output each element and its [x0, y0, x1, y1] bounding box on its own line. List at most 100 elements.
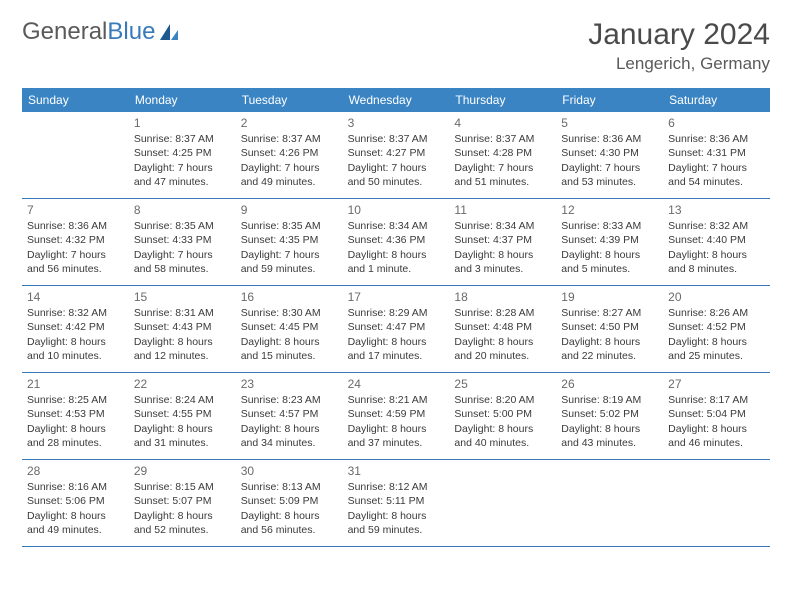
daylight-text: Daylight: 8 hours [134, 335, 231, 349]
daylight-text: and 47 minutes. [134, 175, 231, 189]
day-number: 5 [561, 115, 658, 131]
day-cell: 31Sunrise: 8:12 AMSunset: 5:11 PMDayligh… [343, 460, 450, 546]
day-number: 1 [134, 115, 231, 131]
day-cell [556, 460, 663, 546]
daylight-text: and 56 minutes. [27, 262, 124, 276]
day-header: Monday [129, 88, 236, 112]
sunrise-text: Sunrise: 8:32 AM [27, 306, 124, 320]
sunrise-text: Sunrise: 8:20 AM [454, 393, 551, 407]
daylight-text: Daylight: 7 hours [668, 161, 765, 175]
daylight-text: Daylight: 8 hours [454, 248, 551, 262]
daylight-text: Daylight: 8 hours [668, 248, 765, 262]
sunset-text: Sunset: 4:32 PM [27, 233, 124, 247]
sunset-text: Sunset: 4:31 PM [668, 146, 765, 160]
sunrise-text: Sunrise: 8:35 AM [241, 219, 338, 233]
daylight-text: and 28 minutes. [27, 436, 124, 450]
day-cell: 14Sunrise: 8:32 AMSunset: 4:42 PMDayligh… [22, 286, 129, 372]
day-cell: 3Sunrise: 8:37 AMSunset: 4:27 PMDaylight… [343, 112, 450, 198]
daylight-text: Daylight: 8 hours [668, 422, 765, 436]
daylight-text: and 49 minutes. [241, 175, 338, 189]
daylight-text: and 56 minutes. [241, 523, 338, 537]
week-row: 1Sunrise: 8:37 AMSunset: 4:25 PMDaylight… [22, 112, 770, 199]
sunset-text: Sunset: 4:52 PM [668, 320, 765, 334]
sunrise-text: Sunrise: 8:34 AM [348, 219, 445, 233]
daylight-text: Daylight: 8 hours [241, 422, 338, 436]
day-cell: 1Sunrise: 8:37 AMSunset: 4:25 PMDaylight… [129, 112, 236, 198]
day-header: Thursday [449, 88, 556, 112]
day-number: 25 [454, 376, 551, 392]
day-cell: 6Sunrise: 8:36 AMSunset: 4:31 PMDaylight… [663, 112, 770, 198]
sunset-text: Sunset: 4:57 PM [241, 407, 338, 421]
day-header: Tuesday [236, 88, 343, 112]
daylight-text: Daylight: 8 hours [454, 422, 551, 436]
daylight-text: Daylight: 8 hours [454, 335, 551, 349]
day-number: 17 [348, 289, 445, 305]
day-cell: 17Sunrise: 8:29 AMSunset: 4:47 PMDayligh… [343, 286, 450, 372]
day-number: 20 [668, 289, 765, 305]
header: GeneralBlue January 2024 Lengerich, Germ… [22, 18, 770, 74]
sunset-text: Sunset: 4:25 PM [134, 146, 231, 160]
sunset-text: Sunset: 4:50 PM [561, 320, 658, 334]
sunset-text: Sunset: 4:59 PM [348, 407, 445, 421]
title-block: January 2024 Lengerich, Germany [588, 18, 770, 74]
day-number: 22 [134, 376, 231, 392]
sunset-text: Sunset: 4:55 PM [134, 407, 231, 421]
day-cell: 24Sunrise: 8:21 AMSunset: 4:59 PMDayligh… [343, 373, 450, 459]
month-title: January 2024 [588, 18, 770, 52]
day-number: 12 [561, 202, 658, 218]
sunset-text: Sunset: 5:09 PM [241, 494, 338, 508]
sunset-text: Sunset: 5:07 PM [134, 494, 231, 508]
daylight-text: and 49 minutes. [27, 523, 124, 537]
sunset-text: Sunset: 4:28 PM [454, 146, 551, 160]
daylight-text: and 37 minutes. [348, 436, 445, 450]
daylight-text: and 46 minutes. [668, 436, 765, 450]
day-number: 8 [134, 202, 231, 218]
sunrise-text: Sunrise: 8:19 AM [561, 393, 658, 407]
sunset-text: Sunset: 5:00 PM [454, 407, 551, 421]
daylight-text: and 59 minutes. [241, 262, 338, 276]
daylight-text: Daylight: 7 hours [348, 161, 445, 175]
daylight-text: Daylight: 8 hours [27, 422, 124, 436]
sunset-text: Sunset: 4:43 PM [134, 320, 231, 334]
day-number: 4 [454, 115, 551, 131]
daylight-text: and 40 minutes. [454, 436, 551, 450]
daylight-text: and 25 minutes. [668, 349, 765, 363]
daylight-text: and 10 minutes. [27, 349, 124, 363]
sunrise-text: Sunrise: 8:36 AM [27, 219, 124, 233]
week-row: 14Sunrise: 8:32 AMSunset: 4:42 PMDayligh… [22, 286, 770, 373]
sunset-text: Sunset: 4:47 PM [348, 320, 445, 334]
day-header: Wednesday [343, 88, 450, 112]
daylight-text: Daylight: 8 hours [348, 248, 445, 262]
day-number: 23 [241, 376, 338, 392]
daylight-text: Daylight: 8 hours [27, 509, 124, 523]
sunset-text: Sunset: 4:30 PM [561, 146, 658, 160]
day-number: 6 [668, 115, 765, 131]
sunset-text: Sunset: 4:37 PM [454, 233, 551, 247]
daylight-text: Daylight: 7 hours [134, 161, 231, 175]
sunrise-text: Sunrise: 8:30 AM [241, 306, 338, 320]
day-number: 14 [27, 289, 124, 305]
day-number: 29 [134, 463, 231, 479]
day-cell: 9Sunrise: 8:35 AMSunset: 4:35 PMDaylight… [236, 199, 343, 285]
sunset-text: Sunset: 5:02 PM [561, 407, 658, 421]
daylight-text: and 5 minutes. [561, 262, 658, 276]
day-number: 28 [27, 463, 124, 479]
day-number: 15 [134, 289, 231, 305]
daylight-text: and 59 minutes. [348, 523, 445, 537]
day-cell: 2Sunrise: 8:37 AMSunset: 4:26 PMDaylight… [236, 112, 343, 198]
calendar: Sunday Monday Tuesday Wednesday Thursday… [22, 88, 770, 547]
sunrise-text: Sunrise: 8:37 AM [134, 132, 231, 146]
day-number: 11 [454, 202, 551, 218]
day-cell: 15Sunrise: 8:31 AMSunset: 4:43 PMDayligh… [129, 286, 236, 372]
daylight-text: and 50 minutes. [348, 175, 445, 189]
daylight-text: and 15 minutes. [241, 349, 338, 363]
daylight-text: and 52 minutes. [134, 523, 231, 537]
day-cell: 18Sunrise: 8:28 AMSunset: 4:48 PMDayligh… [449, 286, 556, 372]
daylight-text: and 31 minutes. [134, 436, 231, 450]
sunset-text: Sunset: 4:26 PM [241, 146, 338, 160]
daylight-text: Daylight: 7 hours [241, 248, 338, 262]
daylight-text: Daylight: 7 hours [27, 248, 124, 262]
daylight-text: and 8 minutes. [668, 262, 765, 276]
sunrise-text: Sunrise: 8:27 AM [561, 306, 658, 320]
sunrise-text: Sunrise: 8:28 AM [454, 306, 551, 320]
